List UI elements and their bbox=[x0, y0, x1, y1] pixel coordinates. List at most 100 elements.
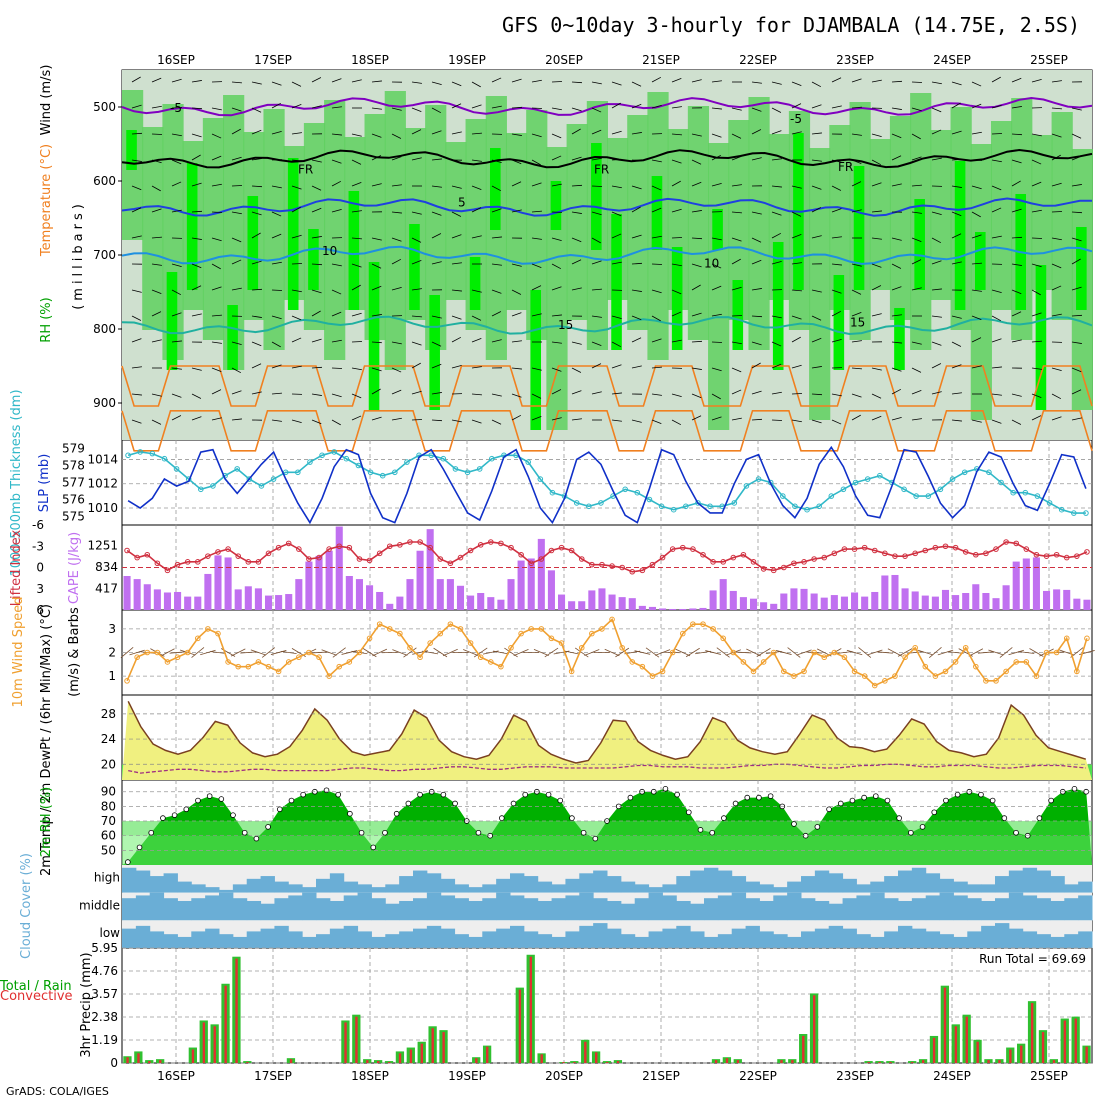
cape-bar bbox=[800, 588, 808, 610]
wind-barb bbox=[391, 184, 402, 187]
wind-barb bbox=[371, 133, 382, 138]
cloud-level-label: low bbox=[100, 926, 121, 940]
cloud-bar-middle bbox=[316, 898, 331, 921]
lifted-index-point bbox=[194, 559, 201, 565]
rh2m-point bbox=[358, 829, 365, 836]
thickness-point bbox=[331, 449, 337, 455]
cloud-bar-middle bbox=[163, 898, 178, 921]
wind-barb bbox=[211, 389, 222, 395]
wind-barb bbox=[571, 418, 582, 421]
wind-barb bbox=[171, 133, 182, 137]
rh2m-point bbox=[709, 829, 715, 836]
wind-barb bbox=[1031, 289, 1041, 296]
wind-barb bbox=[931, 288, 942, 291]
wind-barb bbox=[431, 81, 442, 85]
wind-barb bbox=[531, 159, 541, 166]
cloud-bar-low bbox=[232, 936, 248, 948]
wind-speed-point bbox=[700, 621, 706, 627]
cape-bar bbox=[264, 595, 273, 610]
wind-barb bbox=[571, 184, 583, 187]
cloud-bar-low bbox=[302, 936, 317, 948]
wind-barb bbox=[931, 107, 942, 113]
thickness-point bbox=[428, 452, 434, 459]
cloud-bar-high bbox=[440, 878, 456, 893]
wind-barb bbox=[871, 367, 882, 371]
thickness-tick-label: 578 bbox=[62, 459, 85, 473]
rh-band-high bbox=[126, 130, 137, 170]
rh2m-point bbox=[160, 815, 166, 821]
lifted-index-point bbox=[154, 560, 161, 567]
cloud-bar-middle bbox=[814, 900, 830, 921]
wind-barb bbox=[691, 79, 702, 83]
wind-barb bbox=[751, 157, 762, 161]
wind-barb bbox=[511, 312, 522, 317]
cloud-bar-high bbox=[634, 884, 650, 893]
wind-barb bbox=[1011, 339, 1022, 343]
wind-barb bbox=[431, 130, 442, 135]
lifted-index-point bbox=[760, 566, 767, 572]
wind-barb bbox=[871, 415, 882, 421]
wind-barb bbox=[691, 263, 702, 268]
wind-barb bbox=[691, 340, 703, 343]
lifted-tick-label: 0 bbox=[36, 561, 44, 575]
wind-barb bbox=[371, 388, 381, 395]
wind-barb bbox=[751, 390, 762, 395]
wind-speed-point bbox=[306, 649, 312, 656]
rh-band-mid bbox=[566, 124, 588, 320]
rh2m-point bbox=[347, 810, 353, 817]
cape-bar bbox=[517, 560, 525, 610]
cape-bar bbox=[1053, 589, 1061, 610]
wind-barb bbox=[671, 133, 682, 136]
thickness-point bbox=[1046, 500, 1053, 506]
cloud-bar-high bbox=[135, 870, 151, 893]
wind-barb bbox=[551, 155, 562, 161]
surface-wind-barb bbox=[381, 651, 398, 654]
surface-wind-barb bbox=[917, 649, 934, 656]
lifted-index-point bbox=[134, 554, 140, 561]
cloud-bar-middle bbox=[565, 895, 580, 921]
wind-barb bbox=[551, 183, 562, 187]
lifted-index-line bbox=[126, 541, 1088, 573]
wind-barb bbox=[471, 289, 482, 293]
lifted-index-point bbox=[124, 547, 130, 554]
wind-barb bbox=[271, 315, 282, 320]
thickness-tick-label: 577 bbox=[62, 476, 85, 490]
precip-convective-bar bbox=[398, 1053, 402, 1063]
cape-bar bbox=[355, 579, 363, 610]
wind-barb bbox=[231, 128, 241, 135]
thickness-point bbox=[537, 476, 544, 482]
wind-barb bbox=[471, 315, 482, 321]
rh2m-point bbox=[510, 800, 517, 807]
wind-barb bbox=[711, 393, 721, 400]
wind-barb bbox=[751, 288, 762, 291]
rh2m-point bbox=[1036, 815, 1043, 821]
precip-convective-bar bbox=[932, 1037, 936, 1063]
rh2m-point bbox=[978, 791, 984, 798]
wind-barb bbox=[171, 289, 182, 296]
cloud-bar-low bbox=[1064, 934, 1079, 948]
rh2m-tick-label: 90 bbox=[101, 785, 116, 799]
wind-barb bbox=[1011, 133, 1023, 136]
thickness-point bbox=[646, 496, 653, 503]
cloud-bar-low bbox=[773, 934, 788, 948]
wind-speed-point bbox=[1023, 659, 1030, 665]
surface-wind-barb bbox=[775, 650, 792, 655]
wind-barb bbox=[611, 392, 622, 395]
wind-barb bbox=[331, 78, 342, 83]
wind-speed-point bbox=[861, 673, 868, 679]
wind-barb bbox=[611, 341, 622, 348]
wind-speed-point bbox=[922, 663, 929, 670]
rh-band-high bbox=[368, 262, 380, 410]
wind-speed-point bbox=[669, 649, 676, 656]
cloud-bar-high bbox=[842, 878, 857, 893]
cape-bar bbox=[1032, 557, 1040, 610]
wind-speed-point bbox=[912, 644, 918, 651]
cape-bar bbox=[386, 603, 394, 610]
wind-barb bbox=[351, 263, 362, 268]
wind-tick-label: 2 bbox=[108, 646, 116, 660]
surface-wind-barb bbox=[947, 651, 964, 654]
wind-speed-point bbox=[993, 678, 999, 684]
wind-barb bbox=[391, 389, 402, 395]
wind-barb bbox=[411, 129, 422, 135]
lifted-index-point bbox=[518, 551, 524, 558]
